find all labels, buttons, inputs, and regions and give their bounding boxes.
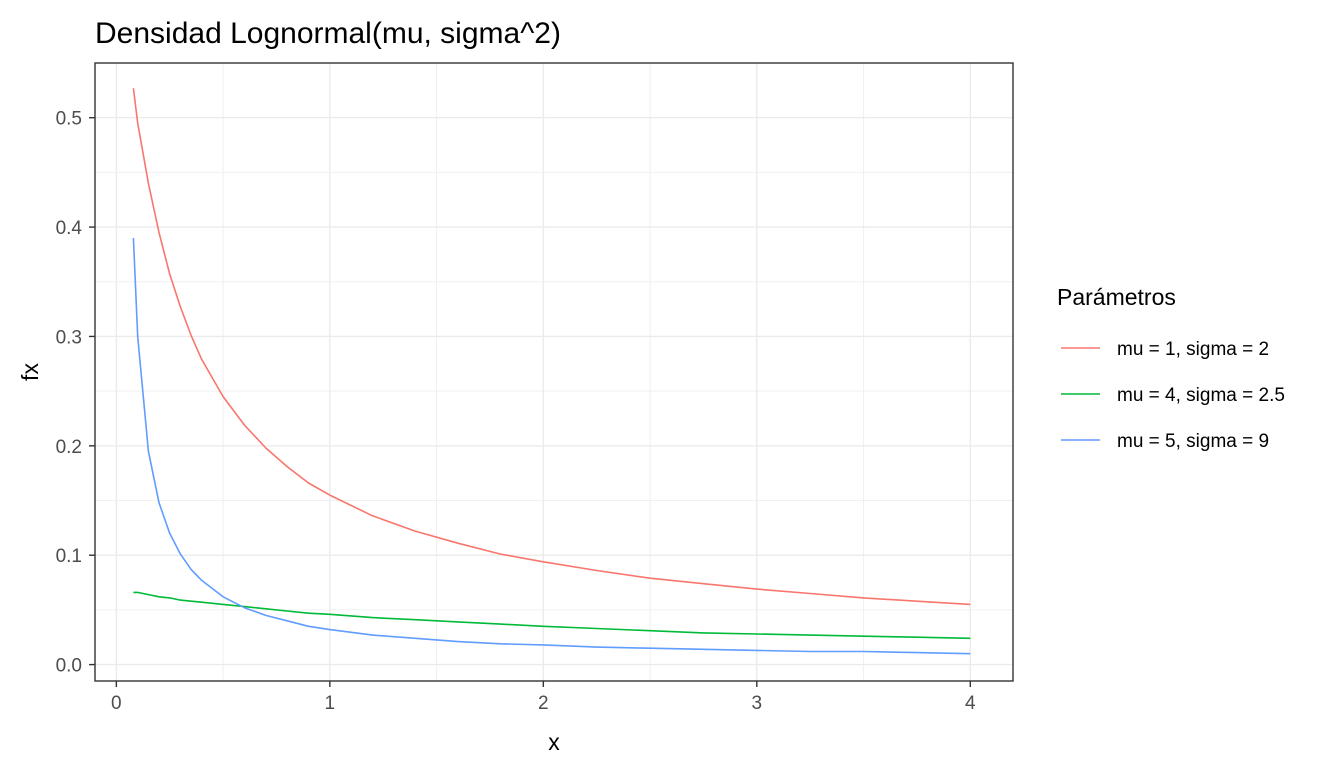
series-line-1 [132, 88, 971, 606]
y-tick-label: 0.4 [56, 218, 83, 239]
legend-label-2: mu = 4, sigma = 2.5 [1117, 385, 1285, 406]
major-gridlines [95, 63, 1013, 681]
x-axis: 0 1 2 3 4 [111, 681, 976, 714]
y-axis-title: fx [17, 363, 43, 381]
y-axis: 0.0 0.1 0.2 0.3 0.4 0.5 [56, 109, 95, 677]
x-tick-label: 4 [965, 693, 976, 714]
chart-title: Densidad Lognormal(mu, sigma^2) [95, 17, 561, 50]
x-tick-label: 0 [111, 693, 122, 714]
legend-label-3: mu = 5, sigma = 9 [1117, 431, 1269, 452]
y-tick-label: 0.2 [56, 437, 82, 458]
legend: Parámetros mu = 1, sigma = 2 mu = 4, sigm… [1057, 284, 1285, 452]
plot-panel [95, 63, 1013, 681]
legend-title: Parámetros [1057, 284, 1176, 310]
x-tick-label: 2 [538, 693, 549, 714]
y-tick-label: 0.0 [56, 656, 82, 677]
y-tick-label: 0.1 [56, 546, 82, 567]
x-tick-label: 3 [752, 693, 763, 714]
x-axis-title: x [548, 729, 560, 755]
y-tick-label: 0.3 [56, 327, 82, 348]
y-tick-label: 0.5 [56, 109, 82, 130]
plot-border [94, 62, 1014, 682]
series-lines [132, 88, 971, 655]
series-line-3 [132, 237, 971, 655]
series-line-2 [133, 591, 971, 640]
minor-gridlines [95, 63, 1013, 681]
x-tick-label: 1 [325, 693, 336, 714]
legend-label-1: mu = 1, sigma = 2 [1117, 339, 1269, 360]
